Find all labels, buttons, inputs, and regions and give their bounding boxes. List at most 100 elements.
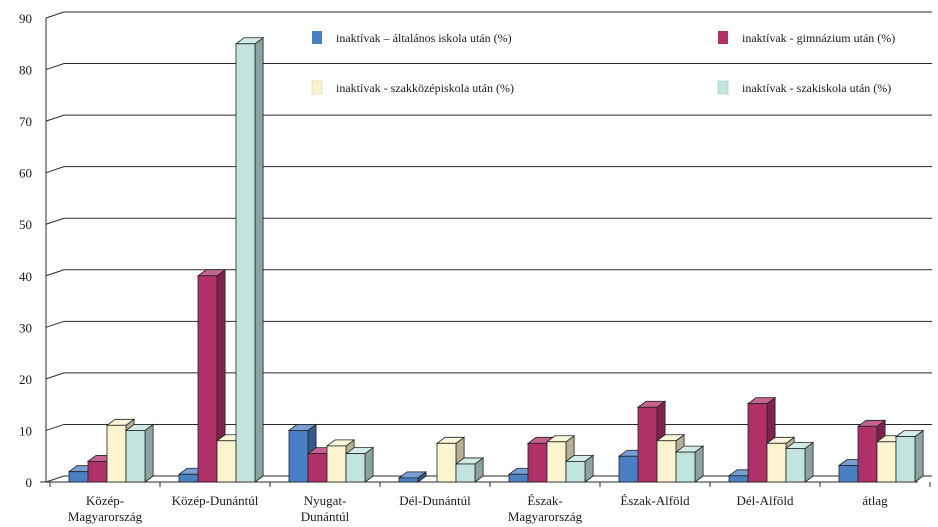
category-label-line: átlag [862, 493, 888, 508]
category-label-line: Magyarország [68, 509, 143, 524]
y-tick-label: 60 [19, 166, 32, 181]
y-tick-label: 70 [19, 114, 32, 129]
y-tick-label: 90 [19, 11, 32, 26]
category-label-line: Közép- [86, 493, 124, 508]
y-tick-label: 40 [19, 269, 32, 284]
bar-front [68, 471, 89, 483]
bar [344, 446, 375, 483]
gridline [45, 11, 932, 19]
gridline [45, 63, 932, 71]
gridline [45, 166, 932, 174]
category-label-line: Közép-Dunántúl [172, 493, 259, 508]
bar-front [288, 430, 309, 483]
bar [397, 471, 428, 483]
bar-front [87, 460, 108, 483]
bar-front [876, 441, 897, 483]
bar [894, 429, 925, 483]
legend-label: inaktívak - szakiskola után (%) [742, 81, 891, 95]
bar-side [914, 429, 924, 483]
bar-front [326, 445, 347, 483]
bar-front [618, 455, 639, 483]
bar [784, 441, 815, 483]
category-label: Dél-Dunántúl [399, 493, 471, 508]
bar [674, 445, 705, 483]
category-label: Közép-Magyarország [68, 493, 143, 524]
bar [564, 454, 595, 483]
legend-swatch [312, 31, 322, 44]
y-tick-label: 30 [19, 320, 32, 335]
bar-side [804, 441, 814, 483]
legend-swatch [311, 80, 323, 95]
gridline [45, 423, 932, 431]
gridline [45, 372, 932, 380]
legend-item: inaktívak - szakiskola után (%) [717, 80, 891, 95]
bar-front [546, 441, 567, 483]
bar-front [728, 475, 749, 483]
bar-front [565, 460, 586, 483]
category-label-line: Magyarország [508, 509, 583, 524]
legend-item: inaktívak – általános iskola után (%) [312, 31, 512, 45]
category-label-line: Nyugat- [304, 493, 347, 508]
category-label: Észak-Alföld [620, 493, 690, 508]
gridline [45, 114, 932, 122]
bar-front [747, 403, 768, 483]
bar-front [125, 430, 146, 483]
bar-front [178, 473, 199, 483]
category-label-line: Észak-Alföld [620, 493, 690, 508]
category-label: Dél-Alföld [736, 493, 794, 508]
bar-front [838, 465, 859, 483]
bar-front [345, 453, 366, 483]
legend-swatch [718, 31, 728, 44]
bar [196, 268, 227, 483]
legend-swatch [717, 80, 729, 95]
y-tick-label: 0 [26, 475, 33, 490]
bar [124, 423, 155, 483]
category-label: Közép-Dunántúl [172, 493, 259, 508]
bar-front [197, 275, 218, 483]
legend-label: inaktívak - gimnázium után (%) [742, 31, 895, 45]
legend-label: inaktívak – általános iskola után (%) [336, 31, 512, 45]
bar-series-group [67, 36, 925, 483]
bar-front [766, 442, 787, 483]
gridline [45, 320, 932, 328]
category-label-line: Észak- [527, 493, 562, 508]
legend-item: inaktívak - gimnázium után (%) [718, 31, 895, 45]
y-tick-label: 50 [19, 217, 32, 232]
bar-front [235, 43, 256, 483]
category-label: Nyugat-Dunántúl [301, 493, 350, 524]
bar [454, 457, 485, 483]
category-label-line: Dél-Alföld [736, 493, 794, 508]
y-axis: 0 10 20 30 40 50 60 70 80 90 [19, 11, 931, 490]
bar-side [254, 36, 264, 483]
category-label-line: Dunántúl [301, 509, 350, 524]
bar-front [656, 440, 677, 483]
bar-front [675, 451, 696, 483]
y-tick-label: 10 [19, 423, 32, 438]
bar-side [144, 423, 154, 483]
category-label: Észak-Magyarország [508, 493, 583, 524]
bar-front [508, 473, 529, 483]
bar-front [106, 424, 127, 483]
bar-front [637, 406, 658, 483]
bar-front [455, 463, 476, 483]
y-tick-label: 80 [19, 63, 32, 78]
bar-front [307, 453, 328, 483]
gridline [45, 269, 932, 277]
y-tick-label: 20 [19, 372, 32, 387]
bar-front [527, 442, 548, 483]
legend-item: inaktívak - szakközépiskola után (%) [311, 80, 514, 95]
bar-front [216, 440, 237, 483]
bar-front [398, 477, 419, 483]
gridlines [45, 11, 932, 483]
bar-front [895, 436, 916, 483]
bar-front [857, 425, 878, 483]
category-label: átlag [862, 493, 888, 508]
bar-front [785, 448, 806, 483]
category-label-line: Dél-Dunántúl [399, 493, 471, 508]
bar [234, 36, 265, 483]
gridline [45, 217, 932, 225]
bar-front [436, 442, 457, 483]
legend-label: inaktívak - szakközépiskola után (%) [336, 81, 514, 95]
